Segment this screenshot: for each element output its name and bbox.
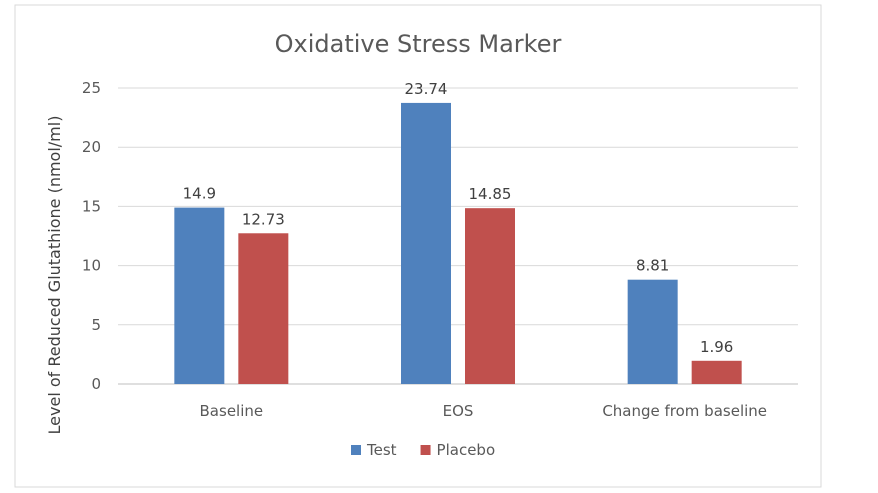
data-label: 1.96 [700,338,733,356]
chart-title: Oxidative Stress Marker [275,30,562,58]
bar-placebo-2 [691,360,742,384]
legend-label-placebo: Placebo [437,441,496,459]
bar-placebo-0 [238,233,289,384]
bar-test-2 [627,279,678,384]
bar-test-1 [401,102,451,385]
legend-swatch-test [351,445,361,455]
legend-label-test: Test [366,441,397,459]
category-label: Baseline [200,402,264,420]
data-label: 8.81 [636,257,669,275]
category-label: Change from baseline [602,402,767,420]
data-label: 23.74 [405,80,448,98]
y-tick-label: 5 [91,316,101,334]
y-tick-label: 25 [82,79,101,97]
legend: Test Placebo [351,441,495,459]
y-tick-label: 0 [91,375,101,393]
bars [174,102,742,385]
bar-placebo-1 [465,208,515,384]
y-tick-label: 10 [82,257,101,275]
data-label: 14.9 [183,185,216,203]
gridlines [118,87,798,385]
category-labels: Baseline EOS Change from baseline [200,402,767,420]
y-axis-label: Level of Reduced Glutathione (nmol/ml) [45,116,64,435]
y-tick-label: 15 [82,197,101,215]
data-labels: 14.9 12.73 23.74 14.85 8.81 1.96 [183,80,734,356]
category-label: EOS [443,402,474,420]
legend-swatch-placebo [420,445,431,455]
y-tick-label: 20 [82,138,101,156]
data-label: 12.73 [242,210,285,228]
bar-test-0 [174,207,225,384]
y-axis-ticks: 0 5 10 15 20 25 [82,79,101,393]
data-label: 14.85 [469,185,512,203]
